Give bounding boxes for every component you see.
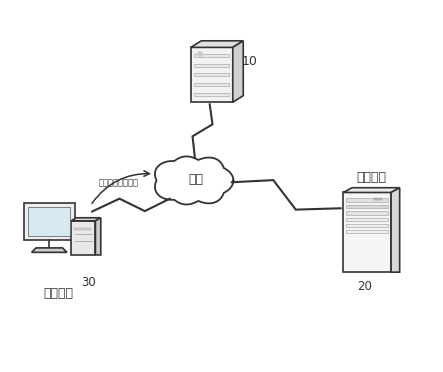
Polygon shape xyxy=(191,41,243,47)
Bar xyxy=(346,205,388,208)
Text: 20: 20 xyxy=(358,280,373,292)
Bar xyxy=(343,192,391,272)
Bar xyxy=(28,207,70,235)
Bar xyxy=(194,83,229,86)
Bar xyxy=(191,47,233,102)
Bar xyxy=(346,198,388,202)
Bar xyxy=(346,218,388,221)
Polygon shape xyxy=(391,188,400,272)
Circle shape xyxy=(197,51,203,57)
Bar xyxy=(194,73,229,77)
Polygon shape xyxy=(95,218,101,255)
Bar xyxy=(194,93,229,96)
Bar xyxy=(346,230,388,232)
Text: 第一服务: 第一服务 xyxy=(357,171,387,184)
Text: 网络: 网络 xyxy=(188,173,203,186)
Bar xyxy=(194,54,229,57)
Bar xyxy=(71,221,95,255)
Polygon shape xyxy=(343,188,400,192)
Polygon shape xyxy=(155,156,233,205)
Text: 30: 30 xyxy=(82,276,97,289)
Text: 对第一服务的请求: 对第一服务的请求 xyxy=(99,179,139,187)
Polygon shape xyxy=(31,248,67,252)
Text: 10: 10 xyxy=(241,55,257,68)
Bar xyxy=(194,64,229,67)
Polygon shape xyxy=(233,41,243,102)
Bar xyxy=(346,211,388,215)
Bar xyxy=(374,198,381,201)
Bar xyxy=(346,224,388,227)
Bar xyxy=(74,228,91,230)
Polygon shape xyxy=(71,218,101,221)
Bar xyxy=(24,203,75,240)
Text: 第二服务: 第二服务 xyxy=(43,287,73,300)
